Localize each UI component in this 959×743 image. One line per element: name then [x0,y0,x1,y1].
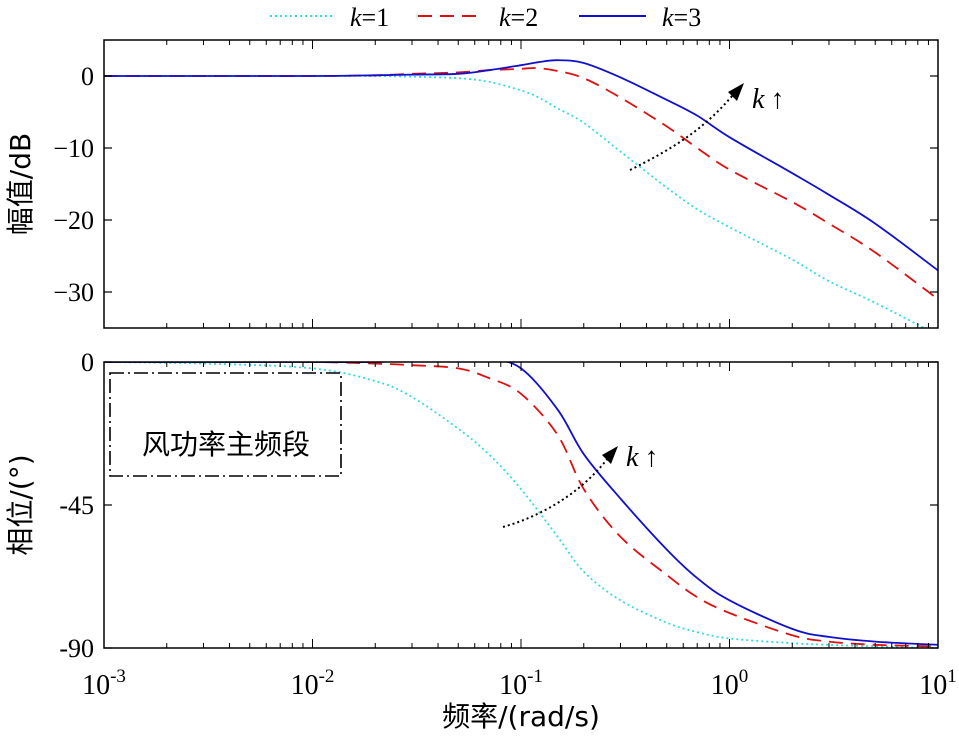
magnitude-ytick-label: −10 [53,134,94,163]
phase-panel: 0 -45 -90 相位/(°) k ↑ 风功率主频段 [4,348,939,663]
magnitude-frame [103,39,939,329]
legend: k=1 k=2 k=3 [270,3,701,32]
wind-power-band-box [109,372,342,477]
phase-series-k-2 [104,362,938,648]
magnitude-ticks: 0 −10 −20 −30 [53,40,939,328]
phase-ytick-label: 0 [81,348,94,377]
magnitude-ylabel: 幅值/dB [4,133,37,235]
phase-annotation: k ↑ [502,442,658,528]
phase-annotation-arrow [502,453,612,528]
x-axis-tick-labels: 10-3 10-2 10-1 100 101 [82,666,957,701]
x-tick-label: 10-2 [291,666,335,701]
magnitude-ytick-label: −20 [53,206,94,235]
phase-annotation-label: k ↑ [626,442,658,473]
phase-ytick-label: -90 [59,634,94,663]
phase-series-k-3 [104,362,938,646]
x-axis-label: 频率/(rad/s) [442,700,600,733]
magnitude-annotation-label: k ↑ [752,84,784,115]
legend-label-k2: k=2 [499,3,538,32]
magnitude-ytick-label: 0 [81,62,94,91]
phase-ticks: 0 -45 -90 [59,348,939,663]
wind-power-band-label: 风功率主频段 [142,428,310,461]
magnitude-series-k-2 [104,67,938,300]
phase-curves [104,362,938,648]
legend-label-k3: k=3 [662,3,701,32]
magnitude-panel: 0 −10 −20 −30 幅值/dB k ↑ [4,39,939,329]
magnitude-annotation-arrow [629,89,738,171]
x-tick-label: 100 [711,666,749,701]
magnitude-series-k-3 [104,59,938,272]
magnitude-annotation-arrowhead [728,83,744,101]
magnitude-ytick-label: −30 [53,278,94,307]
x-tick-label: 10-3 [82,666,126,701]
magnitude-series-k-1 [104,75,927,328]
legend-label-k1: k=1 [350,3,389,32]
x-tick-label: 101 [919,666,957,701]
phase-frame [103,361,939,649]
magnitude-curves [104,59,938,328]
phase-ytick-label: -45 [59,491,94,520]
magnitude-annotation: k ↑ [629,83,784,171]
phase-series-k-1 [104,362,938,648]
phase-annotation-arrowhead [602,446,618,464]
phase-ylabel: 相位/(°) [4,454,37,555]
x-tick-label: 10-1 [499,666,543,701]
